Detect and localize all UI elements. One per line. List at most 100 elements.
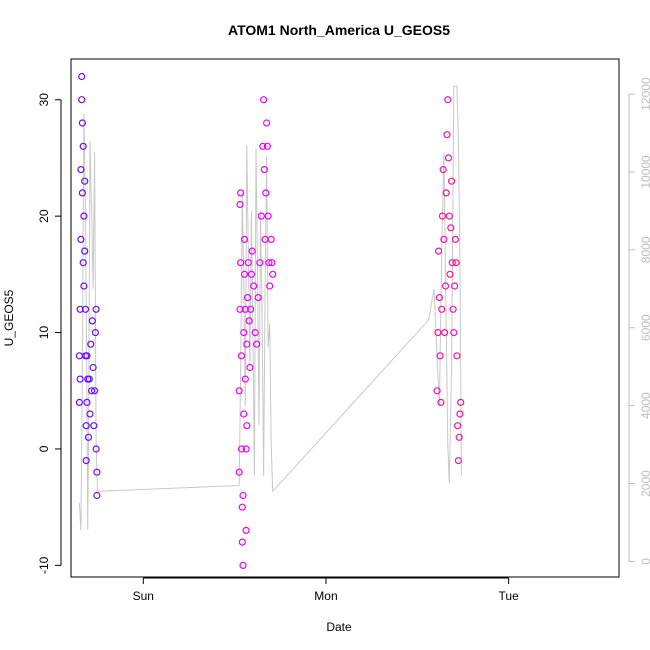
- data-point: [83, 398, 91, 406]
- data-point: [237, 189, 245, 197]
- data-point: [242, 445, 250, 453]
- data-point: [80, 282, 88, 290]
- y2-tick-label: 12000: [639, 77, 650, 111]
- data-point: [85, 375, 93, 383]
- data-point: [90, 387, 99, 395]
- y-tick-label: 10: [37, 326, 51, 340]
- data-point: [451, 235, 459, 243]
- data-point: [454, 457, 462, 465]
- y-tick-label: -10: [37, 556, 51, 574]
- data-point: [93, 491, 101, 500]
- data-point: [453, 352, 461, 360]
- data-point: [235, 387, 243, 395]
- x-tick-label: Mon: [314, 589, 337, 603]
- data-point: [441, 329, 449, 337]
- data-point: [78, 189, 87, 197]
- data-point: [456, 410, 464, 418]
- data-point: [237, 352, 246, 360]
- data-point: [438, 305, 446, 313]
- plot-border: [70, 58, 620, 578]
- chart-title: ATOM1 North_America U_GEOS5: [228, 22, 450, 38]
- data-point: [84, 433, 93, 441]
- data-point: [86, 410, 94, 418]
- data-point: [81, 305, 90, 313]
- data-point: [240, 235, 249, 243]
- data-point: [88, 317, 96, 325]
- data-point: [267, 235, 275, 243]
- data-point: [435, 247, 443, 255]
- data-point: [435, 294, 443, 302]
- data-point: [77, 235, 85, 243]
- data-point: [250, 282, 258, 290]
- y-axis-right: 0 2000 4000 6000 8000 10000 12000: [628, 77, 650, 565]
- data-point: [82, 422, 90, 430]
- data-point: [79, 142, 87, 150]
- series-2: [235, 96, 277, 570]
- data-point: [451, 282, 459, 290]
- data-point: [238, 503, 246, 511]
- data-point: [440, 235, 448, 243]
- data-point: [237, 445, 246, 453]
- y-axis-left: -10 0 10 20 30: [37, 93, 62, 574]
- series-points: [75, 72, 465, 570]
- data-point: [450, 329, 458, 337]
- data-point: [75, 352, 84, 360]
- data-point: [446, 270, 454, 278]
- data-point: [239, 561, 247, 570]
- data-point: [260, 166, 268, 174]
- data-point: [455, 433, 463, 441]
- data-point: [83, 352, 91, 360]
- data-point: [241, 305, 249, 313]
- data-point: [259, 142, 267, 150]
- x-tick-label: Sun: [133, 589, 154, 603]
- data-point: [454, 422, 462, 430]
- data-point: [247, 305, 255, 313]
- data-point: [243, 422, 251, 430]
- x-axis-label: Date: [326, 620, 352, 634]
- data-point: [236, 305, 244, 313]
- data-point: [92, 305, 100, 313]
- data-point: [444, 96, 452, 104]
- data-point: [251, 329, 259, 337]
- data-point: [260, 96, 268, 104]
- data-point: [235, 468, 243, 476]
- data-point: [447, 224, 455, 232]
- series-1: [75, 72, 101, 500]
- data-point: [87, 340, 95, 348]
- y2-tick-label: 0: [639, 558, 650, 565]
- data-point: [77, 166, 85, 174]
- y2-tick-label: 10000: [639, 155, 650, 189]
- data-point: [93, 468, 101, 476]
- data-point: [246, 363, 254, 372]
- data-point: [452, 259, 460, 267]
- data-point: [79, 259, 87, 267]
- data-point: [239, 491, 247, 500]
- data-point: [243, 340, 251, 348]
- data-point: [78, 96, 86, 104]
- data-point: [445, 212, 453, 220]
- data-point: [457, 398, 465, 406]
- x-axis: Sun Mon Tue: [133, 577, 519, 603]
- data-point: [263, 142, 271, 150]
- data-point: [444, 154, 453, 162]
- y-tick-label: 30: [37, 93, 51, 107]
- data-point: [248, 247, 256, 255]
- data-point: [253, 340, 261, 348]
- data-point: [443, 131, 451, 139]
- data-point: [82, 457, 90, 465]
- data-point: [268, 259, 276, 267]
- secondary-series-line: [78, 85, 462, 531]
- data-point: [439, 166, 447, 174]
- data-point: [78, 119, 87, 127]
- data-point: [448, 177, 456, 185]
- data-point: [81, 247, 89, 255]
- data-point: [78, 72, 86, 81]
- data-point: [75, 398, 84, 406]
- data-point: [236, 200, 244, 209]
- data-point: [80, 212, 88, 220]
- data-point: [448, 259, 456, 267]
- secondary-line: [78, 85, 462, 531]
- data-point: [87, 387, 96, 395]
- data-point: [244, 259, 252, 267]
